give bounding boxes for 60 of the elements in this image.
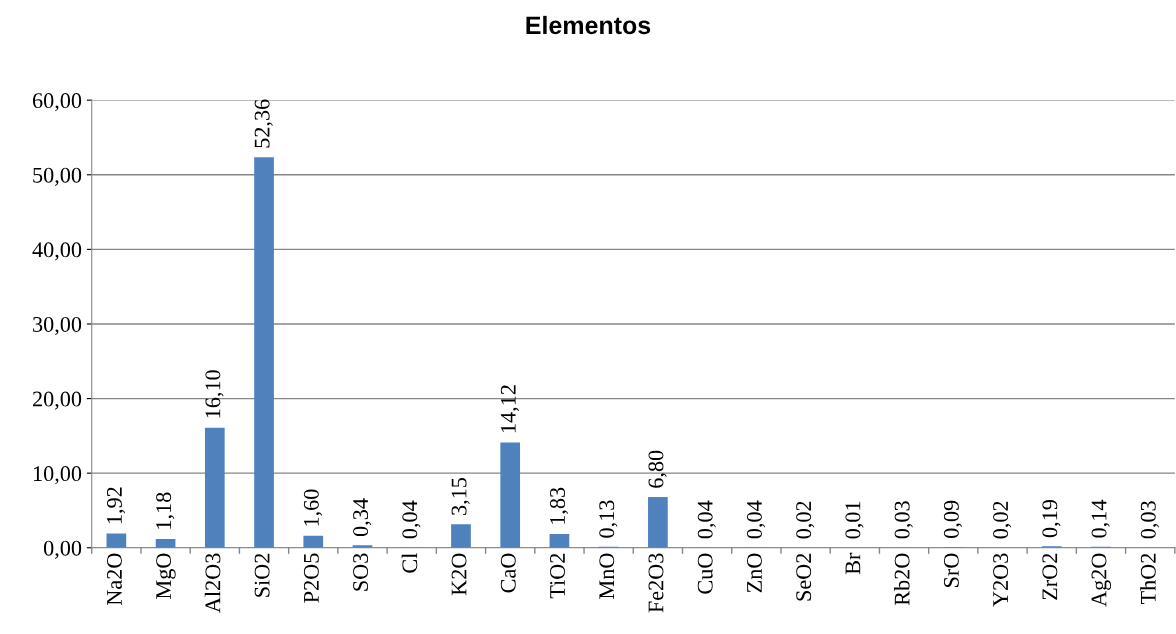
x-tick-label: SrO (943, 553, 959, 587)
x-tick-label: Rb2O (893, 553, 910, 606)
data-label: 0,04 (746, 500, 766, 539)
bar (204, 427, 225, 548)
data-label: 0,34 (353, 498, 372, 537)
x-tick-label: K2O (451, 553, 467, 596)
x-tick-label: ZrO2 (1042, 553, 1058, 600)
data-label: 1,18 (156, 492, 175, 529)
y-tick-label: 60,00 (32, 93, 82, 112)
data-label: 0,04 (697, 500, 716, 539)
data-label: 0,09 (943, 500, 963, 538)
bar (549, 534, 570, 548)
y-tick-label: 40,00 (32, 242, 82, 261)
data-label: 0,14 (1091, 499, 1110, 538)
bar (254, 157, 274, 548)
x-tick-label: Na2O (106, 553, 122, 606)
data-label: 0,03 (1140, 501, 1159, 539)
data-label: 52,36 (254, 99, 273, 148)
x-tick-label: Cl (401, 553, 418, 573)
x-tick-label: P2O5 (303, 553, 319, 603)
y-tick-label: 20,00 (32, 391, 82, 410)
data-label: 0,01 (845, 501, 864, 539)
y-tick-label: 30,00 (33, 316, 82, 336)
y-tick-label: 50,00 (33, 167, 82, 186)
data-label: 1,92 (106, 487, 126, 524)
x-tick-label: CaO (500, 553, 516, 593)
x-tick-label: MgO (156, 553, 176, 599)
x-tick-label: Ag2O (1091, 553, 1112, 607)
x-tick-label: ThO2 (1140, 553, 1156, 605)
x-tick-label: Al2O3 (204, 553, 221, 613)
data-label: 16,10 (205, 370, 224, 418)
x-tick-label: SiO2 (254, 553, 270, 597)
bar (106, 533, 127, 548)
y-tick-label: 10,00 (33, 466, 82, 485)
data-label: 14,12 (500, 385, 519, 433)
data-label: 1,60 (303, 489, 323, 526)
x-tick-label: MnO (599, 553, 615, 599)
data-label: 0,04 (402, 500, 421, 539)
data-label: 0,13 (599, 500, 618, 538)
x-tick-label: Fe2O3 (648, 553, 664, 613)
data-label: 0,02 (993, 501, 1012, 539)
chart-title: Elementos (526, 15, 651, 35)
bar (500, 442, 521, 548)
x-tick-label: SeO2 (796, 553, 812, 601)
data-label: 3,15 (451, 477, 470, 515)
x-tick-label: SO3 (353, 553, 369, 591)
x-tick-label: ZnO (746, 553, 762, 593)
bar (303, 535, 324, 548)
x-tick-label: CuO (697, 553, 713, 594)
data-label: 1,83 (549, 487, 569, 524)
bar (648, 497, 668, 548)
data-label: 6,80 (648, 450, 667, 488)
bar (451, 524, 471, 548)
x-tick-label: Br (845, 552, 861, 575)
data-label: 0,02 (796, 501, 815, 539)
x-tick-label: TiO2 (550, 553, 565, 599)
y-tick-label: 0,00 (43, 540, 82, 559)
x-tick-label: Y2O3 (993, 553, 1009, 607)
data-label: 0,03 (894, 501, 913, 539)
data-label: 0,19 (1042, 500, 1061, 538)
